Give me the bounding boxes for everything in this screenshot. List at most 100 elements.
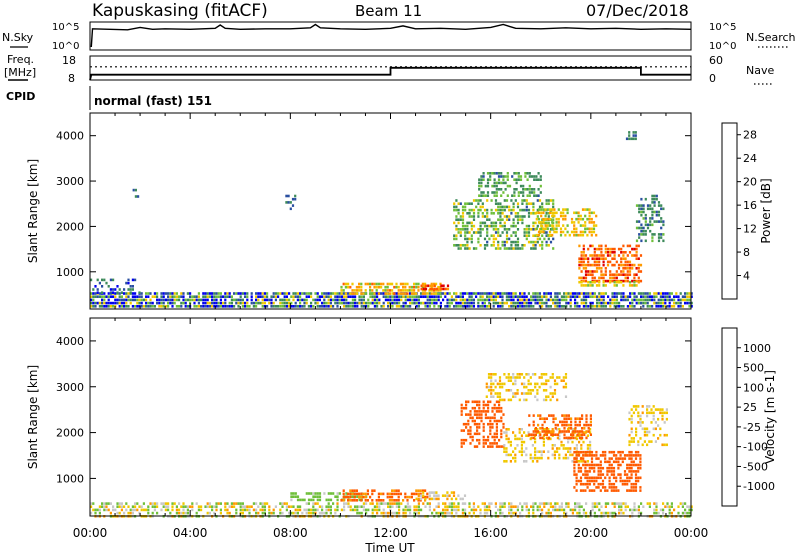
echo-cell (618, 305, 621, 308)
echo-cell (539, 175, 542, 178)
echo-cell (329, 295, 332, 298)
echo-cell (646, 295, 649, 298)
echo-cell (514, 295, 517, 298)
echo-cell (564, 456, 567, 460)
echo-cell (512, 218, 515, 221)
echo-cell (590, 479, 594, 483)
echo-cell (490, 298, 493, 302)
echo-cell (413, 285, 416, 289)
echo-cell (362, 292, 365, 295)
echo-cell (500, 410, 503, 413)
echo-cell (582, 263, 585, 267)
echo-cell (512, 395, 515, 398)
echo-cell (430, 289, 433, 292)
echo-cell (575, 479, 578, 483)
echo-cell (489, 172, 492, 175)
echo-cell (303, 292, 306, 295)
echo-cell (598, 305, 601, 308)
echo-cell (615, 270, 618, 273)
echo-cell (565, 511, 568, 515)
echo-cell (373, 285, 376, 289)
echo-cell (551, 227, 554, 231)
echo-cell (388, 499, 391, 502)
echo-cell (428, 298, 431, 302)
echo-cell (564, 376, 568, 379)
echo-cell (548, 414, 551, 417)
echo-cell (369, 285, 372, 289)
echo-cell (629, 295, 632, 298)
echo-cell (631, 292, 634, 295)
echo-cell (305, 508, 308, 512)
echo-cell (581, 224, 585, 227)
echo-cell (606, 279, 610, 283)
echo-cell (376, 301, 379, 305)
echo-cell (600, 295, 603, 298)
echo-cell (579, 233, 582, 237)
echo-cell (527, 240, 531, 244)
echo-cell (580, 298, 583, 302)
echo-cell (545, 202, 548, 205)
echo-cell (215, 295, 218, 298)
echo-cell (446, 298, 449, 302)
echo-cell (497, 301, 500, 305)
echo-cell (668, 508, 671, 512)
echo-cell (560, 502, 563, 505)
echo-cell (642, 207, 645, 211)
echo-cell (444, 494, 447, 497)
echo-cell (200, 305, 203, 308)
echo-cell (563, 305, 566, 308)
echo-cell (584, 460, 587, 464)
echo-cell (494, 247, 498, 250)
echo-cell (453, 208, 456, 212)
echo-cell (461, 215, 465, 218)
echo-cell (554, 508, 557, 512)
echo-cell (430, 497, 434, 501)
echo-cell (534, 427, 537, 430)
echo-cell (582, 292, 585, 295)
echo-cell (191, 502, 194, 505)
echo-cell (448, 298, 451, 302)
echo-cell (486, 184, 490, 188)
echo-cell (519, 502, 522, 505)
echo-cell (582, 460, 585, 463)
echo-cell (226, 508, 229, 512)
echo-cell (362, 298, 365, 302)
echo-cell (538, 505, 541, 508)
echo-cell (544, 208, 547, 211)
echo-cell (430, 491, 434, 494)
echo-cell (413, 511, 416, 515)
echo-cell (583, 423, 586, 427)
echo-cell (136, 295, 139, 298)
echo-cell (204, 298, 207, 302)
echo-cell (553, 208, 556, 211)
echo-cell (572, 433, 575, 436)
echo-cell (653, 220, 656, 223)
echo-cell (193, 301, 196, 305)
echo-cell (514, 395, 517, 398)
echo-cell (578, 263, 581, 267)
echo-cell (491, 422, 494, 426)
echo-cell (125, 292, 128, 295)
echo-cell (371, 502, 374, 505)
echo-cell (228, 295, 231, 298)
echo-cell (470, 215, 473, 218)
echo-cell (536, 389, 539, 392)
echo-cell (462, 406, 465, 410)
echo-cell (131, 511, 134, 515)
echo-cell (530, 298, 533, 302)
echo-cell (406, 298, 409, 302)
echo-cell (534, 234, 537, 237)
echo-cell (624, 251, 627, 254)
echo-cell (573, 224, 576, 227)
echo-cell (628, 284, 632, 287)
echo-cell (461, 502, 464, 505)
echo-cell (515, 181, 518, 185)
echo-cell (321, 305, 324, 308)
nsky-frame (89, 21, 692, 51)
echo-cell (105, 508, 108, 512)
echo-cell (640, 239, 643, 243)
echo-cell (661, 414, 664, 418)
echo-cell (587, 430, 590, 433)
echo-cell (342, 499, 345, 502)
echo-cell (118, 288, 121, 291)
